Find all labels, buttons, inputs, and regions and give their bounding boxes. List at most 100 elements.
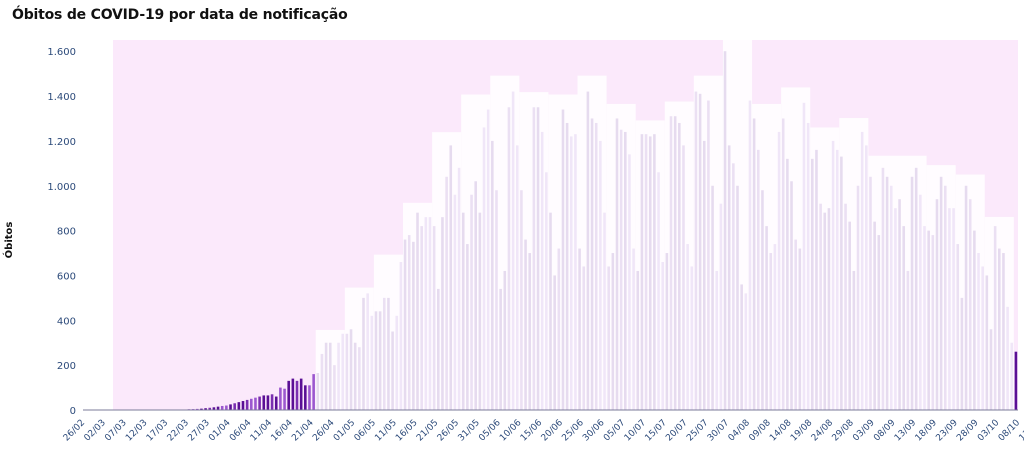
x-tick-label: 05/07 — [602, 418, 627, 443]
week-highlight — [315, 329, 345, 410]
x-tick-label: 15/07 — [644, 418, 669, 443]
bar — [212, 407, 216, 410]
x-tick-label: 25/06 — [560, 418, 586, 444]
x-tick-label: 26/05 — [436, 418, 461, 443]
bar — [237, 402, 241, 410]
y-tick-label: 1.600 — [47, 47, 76, 58]
x-tick-label: 21/04 — [290, 418, 316, 444]
x-tick-label: 05/06 — [477, 418, 503, 444]
week-highlight — [402, 202, 433, 410]
week-highlight — [344, 287, 374, 410]
x-tick-label: 28/09 — [955, 418, 981, 444]
bar — [312, 374, 315, 410]
bar — [204, 408, 207, 410]
x-tick-label: 02/03 — [83, 418, 108, 443]
x-tick-label: 08/10 — [997, 418, 1023, 444]
bar — [233, 403, 236, 410]
x-tick-label: 12/03 — [124, 418, 149, 443]
week-highlight — [722, 33, 753, 410]
bar — [208, 407, 212, 410]
bar — [299, 378, 303, 410]
x-tick-label: 29/08 — [831, 418, 857, 444]
bar — [258, 396, 261, 410]
x-tick-label: 14/08 — [768, 418, 794, 444]
x-tick-label: 01/04 — [207, 418, 233, 444]
week-highlight — [693, 75, 723, 411]
week-highlight — [664, 101, 694, 411]
week-highlight — [548, 94, 578, 410]
x-tick-label: 09/08 — [747, 418, 773, 444]
x-tick-label: 10/06 — [498, 418, 524, 444]
x-tick-label: 22/03 — [166, 418, 191, 443]
week-highlight — [781, 87, 811, 410]
x-tick-label: 07/03 — [103, 418, 128, 443]
y-tick-label: 600 — [57, 271, 76, 282]
bar — [195, 408, 199, 410]
x-tick-label: 04/08 — [727, 418, 753, 444]
y-tick-label: 400 — [57, 316, 76, 327]
x-tick-label: 01/05 — [332, 418, 357, 443]
week-highlight — [926, 165, 956, 410]
y-tick-label: 1.000 — [47, 182, 76, 193]
week-highlight — [984, 216, 1014, 410]
week-highlight — [955, 174, 985, 410]
x-tick-label: 11/04 — [249, 418, 275, 444]
bar — [283, 388, 286, 410]
bar — [308, 385, 311, 410]
x-tick-label: 11/05 — [373, 418, 398, 443]
week-highlight — [373, 254, 403, 410]
x-tick-label: 27/03 — [186, 418, 211, 443]
y-tick-label: 0 — [70, 406, 76, 417]
bar — [245, 399, 249, 410]
bar — [304, 385, 307, 410]
x-tick-label: 18/09 — [914, 418, 940, 444]
bar — [295, 380, 299, 410]
bar — [225, 405, 228, 410]
bar — [279, 387, 282, 410]
x-tick-label: 20/07 — [664, 418, 689, 443]
y-tick-label: 800 — [57, 227, 76, 238]
x-tick-label: 16/05 — [394, 418, 419, 443]
bar — [229, 404, 232, 410]
y-tick-label: 1.400 — [47, 92, 76, 103]
bar — [216, 406, 220, 410]
y-axis-label: Óbitos — [2, 222, 15, 259]
week-highlight — [490, 75, 520, 411]
bar — [270, 394, 274, 410]
bar — [262, 395, 266, 410]
bar — [254, 397, 257, 410]
x-tick-label: 30/07 — [706, 418, 731, 443]
x-tick-label: 03/09 — [851, 418, 877, 444]
x-tick-label: 23/09 — [934, 418, 960, 444]
y-tick-label: 200 — [57, 361, 76, 372]
week-highlight — [752, 103, 782, 410]
bar — [200, 408, 203, 410]
x-tick-label: 10/07 — [623, 418, 648, 443]
x-tick-label: 24/08 — [810, 418, 836, 444]
x-tick-label: 25/07 — [685, 418, 710, 443]
week-highlight — [810, 127, 840, 411]
week-highlight — [432, 132, 462, 410]
x-tick-label: 19/08 — [789, 418, 815, 444]
x-tick-label: 21/05 — [415, 418, 440, 443]
bar — [274, 396, 278, 410]
week-highlight — [519, 92, 549, 411]
week-highlight — [635, 120, 665, 411]
bar — [291, 378, 295, 410]
bar — [220, 405, 224, 410]
x-tick-label: 17/03 — [145, 418, 170, 443]
chart-title: Óbitos de COVID-19 por data de notificaç… — [12, 7, 348, 23]
week-highlight — [868, 155, 898, 410]
bar — [266, 395, 270, 410]
x-tick-label: 15/06 — [519, 418, 545, 444]
week-highlight — [606, 103, 636, 410]
week-highlight — [461, 94, 491, 410]
bar — [241, 401, 245, 410]
x-tick-label: 20/06 — [540, 418, 566, 444]
x-tick-label: 03/10 — [976, 418, 1002, 444]
x-tick-label: 30/06 — [581, 418, 607, 444]
x-tick-label: 06/04 — [228, 418, 254, 444]
week-highlight — [897, 155, 927, 410]
x-tick-label: 08/09 — [872, 418, 898, 444]
